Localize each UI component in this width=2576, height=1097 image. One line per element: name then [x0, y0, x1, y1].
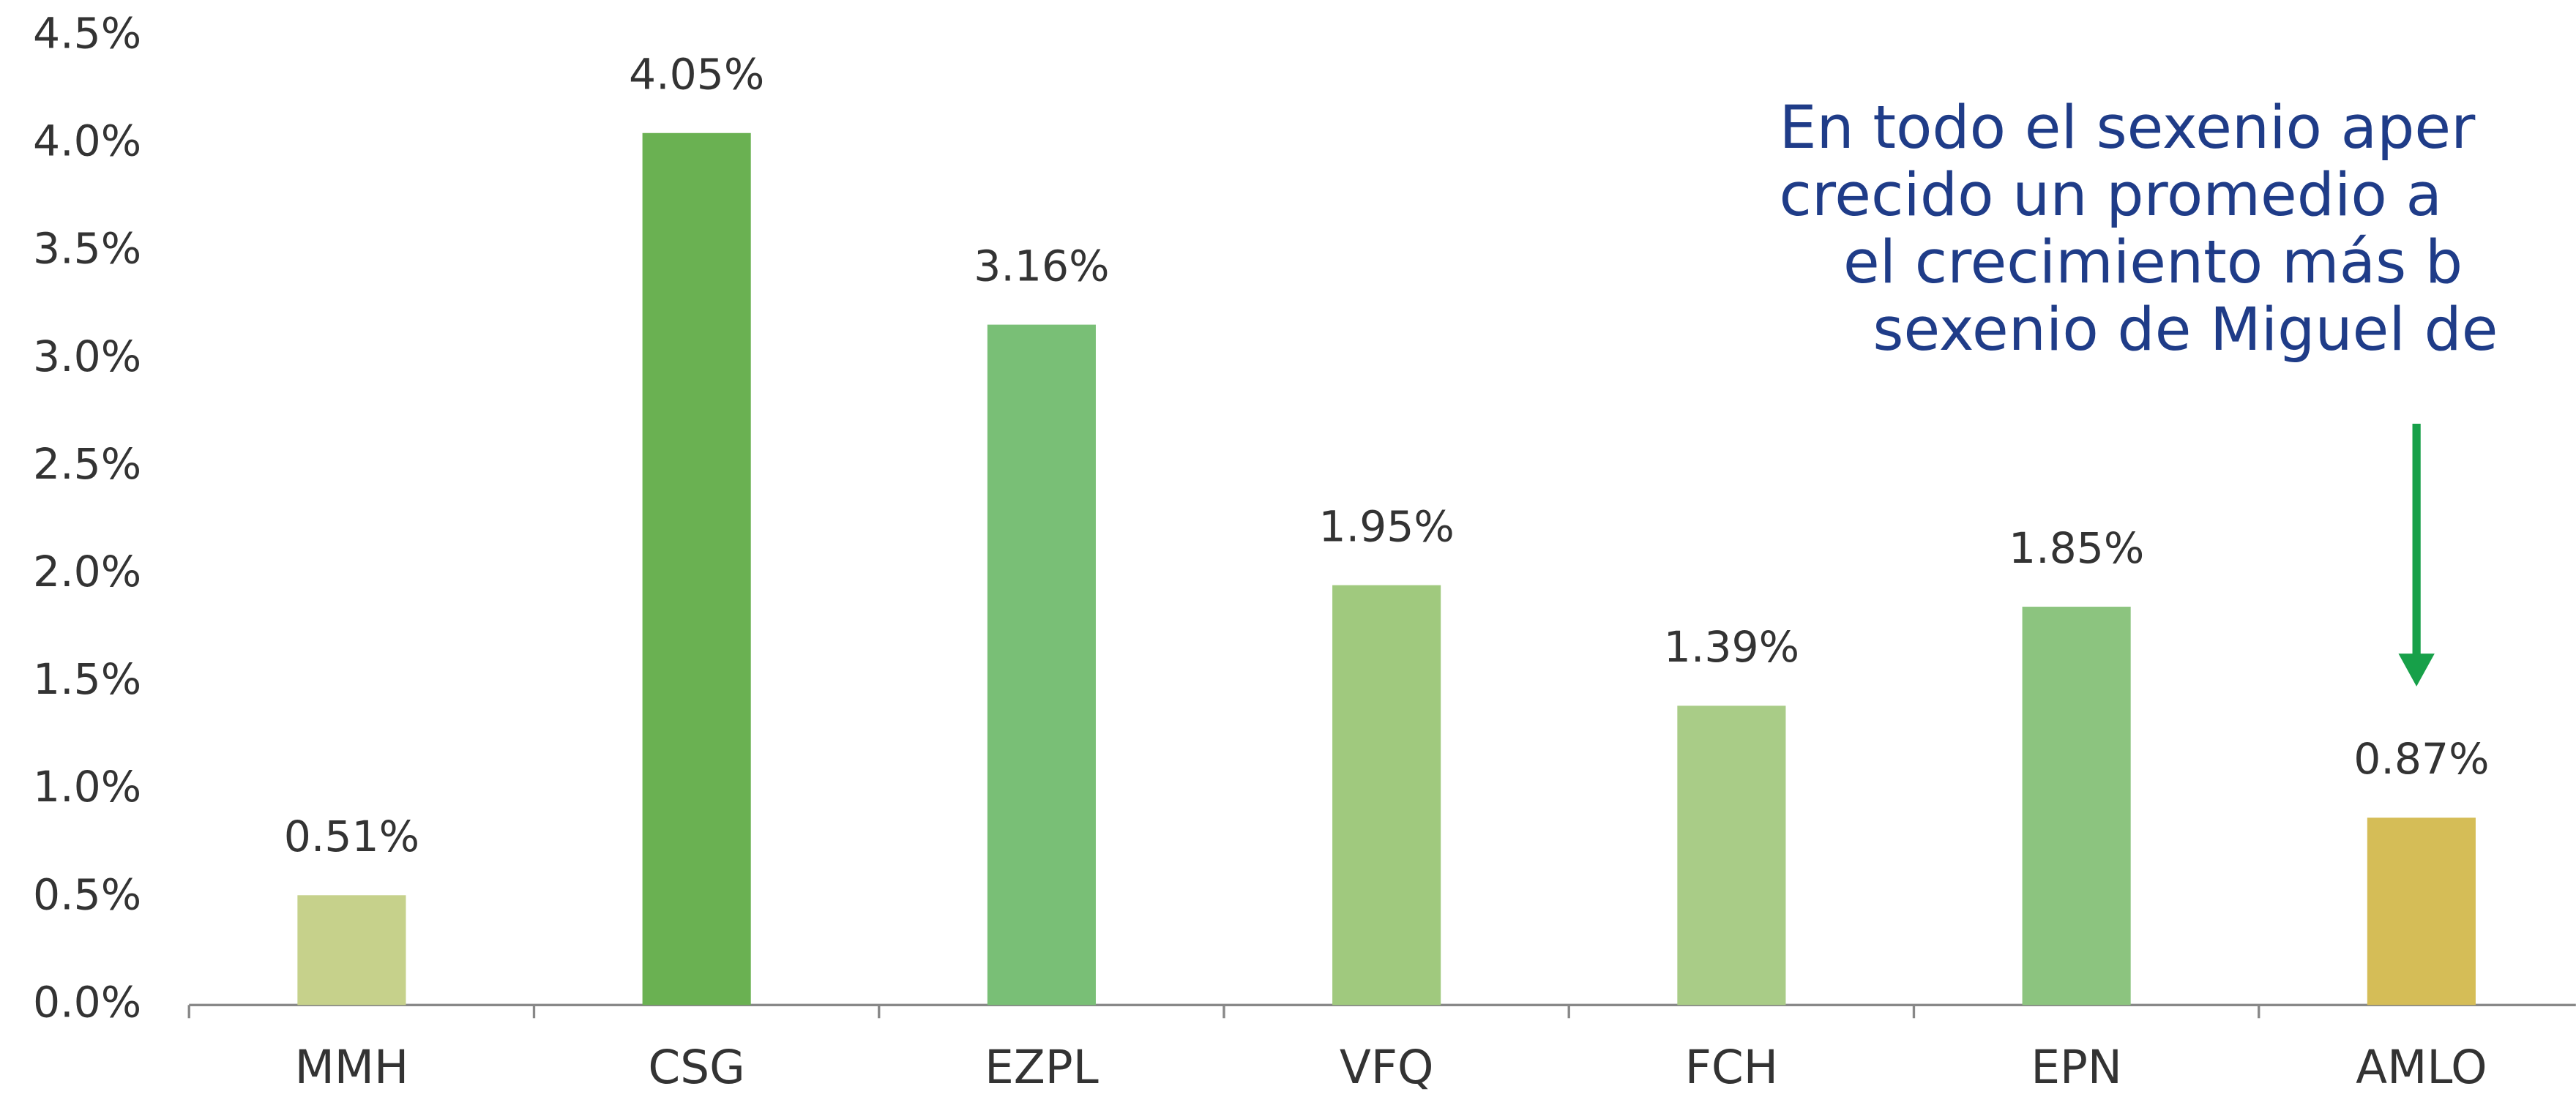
data-label: 3.16% — [974, 241, 1109, 291]
y-tick-label: 4.0% — [33, 116, 141, 166]
annotation-text: sexenio de Miguel de — [1873, 296, 2498, 364]
y-tick-label: 1.0% — [33, 762, 141, 812]
data-label: 1.85% — [2009, 523, 2144, 573]
bar — [2367, 817, 2476, 1006]
data-label: 0.87% — [2353, 734, 2489, 784]
y-tick-label: 0.0% — [33, 977, 141, 1027]
annotation-text: En todo el sexenio aper — [1779, 94, 2476, 162]
y-tick-label: 3.5% — [33, 224, 141, 274]
y-tick-label: 3.0% — [33, 332, 141, 381]
y-tick-label: 0.5% — [33, 869, 141, 919]
y-tick-label: 1.5% — [33, 654, 141, 704]
bar — [297, 895, 406, 1006]
x-tick-label: EZPL — [985, 1041, 1099, 1094]
x-tick-label: CSG — [648, 1041, 744, 1094]
data-label: 0.51% — [284, 812, 419, 861]
y-tick-label: 4.5% — [33, 8, 141, 58]
bar — [1332, 585, 1441, 1006]
x-tick-label: VFQ — [1340, 1041, 1434, 1094]
data-label: 1.95% — [1318, 501, 1454, 551]
bar — [642, 132, 751, 1006]
y-tick-label: 2.0% — [33, 547, 141, 596]
data-label: 4.05% — [629, 50, 764, 100]
bar — [2022, 607, 2131, 1006]
x-tick-label: EPN — [2031, 1041, 2122, 1094]
x-tick-label: AMLO — [2356, 1041, 2487, 1094]
data-label: 1.39% — [1664, 622, 1799, 672]
bar — [1677, 705, 1786, 1006]
x-tick-label: FCH — [1685, 1041, 1778, 1094]
y-tick-label: 2.5% — [33, 439, 141, 489]
annotation-text: crecido un promedio a — [1779, 161, 2442, 230]
bar — [987, 324, 1096, 1006]
x-tick-label: MMH — [295, 1041, 409, 1094]
annotation-text: el crecimiento más b — [1843, 228, 2463, 297]
annotation-arrowhead — [2398, 654, 2435, 686]
